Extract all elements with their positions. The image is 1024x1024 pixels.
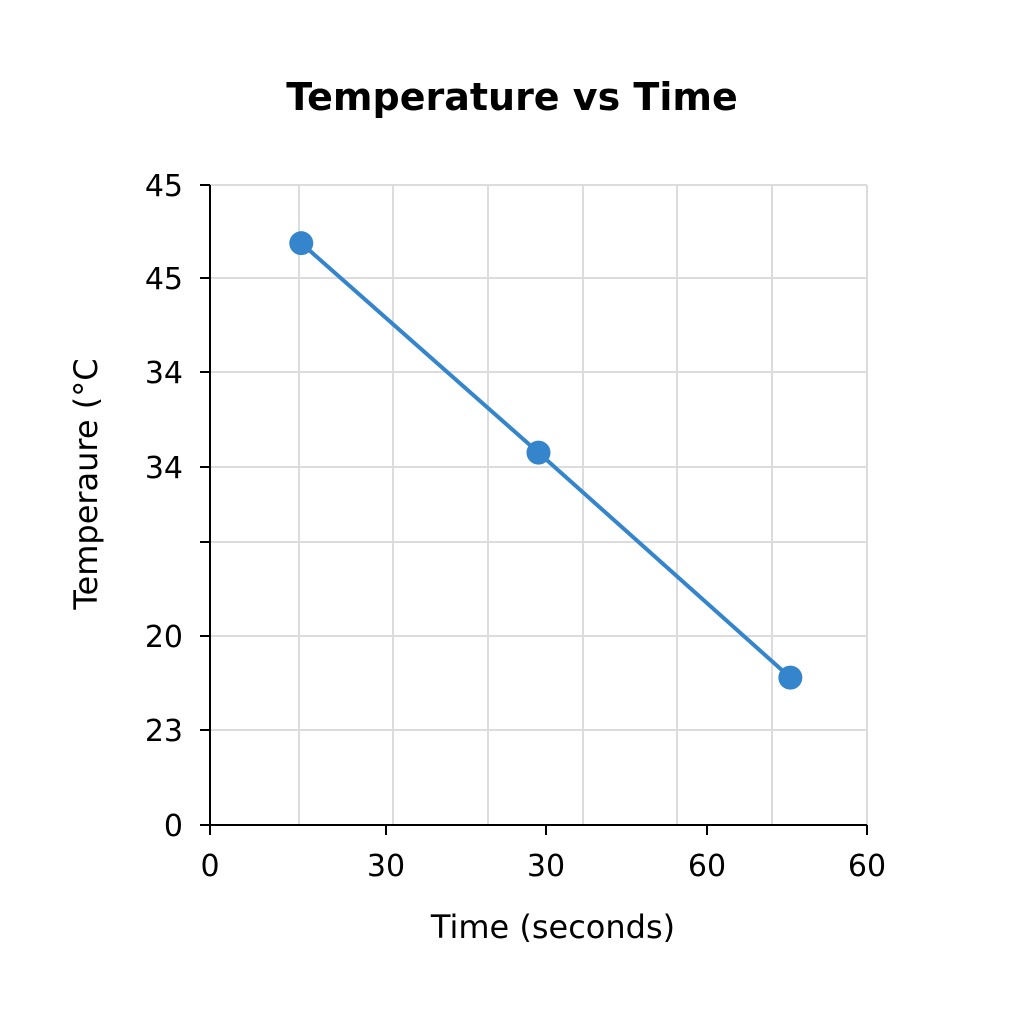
x-axis-label: Time (seconds) — [430, 908, 675, 946]
x-tick-label: 0 — [200, 849, 219, 884]
y-axis-label: Temperaure (°C — [67, 358, 105, 610]
data-point — [526, 440, 551, 465]
series-layer — [289, 231, 803, 690]
data-point — [778, 665, 803, 690]
data-point — [289, 231, 314, 256]
y-tick-label: 0 — [164, 809, 183, 844]
y-tick-label: 34 — [145, 356, 183, 391]
y-tick-label: 45 — [145, 262, 183, 297]
grid-lines — [210, 184, 868, 825]
axes — [200, 184, 868, 835]
y-tick-label: 45 — [145, 169, 183, 204]
tick-labels: 0 23 20 34 34 45 45 0 30 30 60 60 — [145, 169, 886, 884]
y-tick-label: 23 — [145, 714, 183, 749]
x-tick-label: 60 — [688, 849, 726, 884]
chart-title: Temperature vs Time — [286, 75, 738, 119]
x-tick-label: 30 — [527, 849, 565, 884]
x-tick-label: 30 — [367, 849, 405, 884]
y-tick-label: 20 — [145, 620, 183, 655]
y-tick-label: 34 — [145, 451, 183, 486]
x-tick-label: 60 — [848, 849, 886, 884]
